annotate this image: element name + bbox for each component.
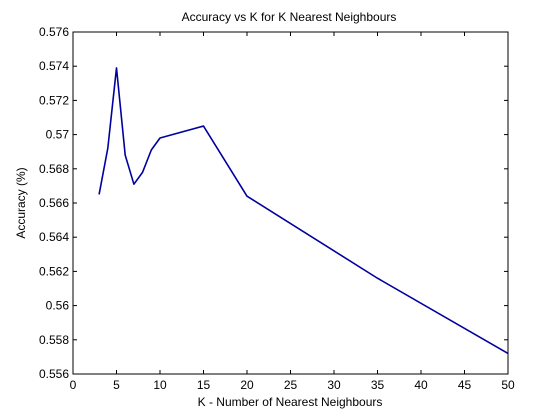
y-tick-label: 0.562 bbox=[39, 264, 69, 278]
accuracy-series-line bbox=[98, 67, 509, 355]
x-tick-label: 5 bbox=[113, 378, 120, 392]
x-tick-label: 0 bbox=[70, 378, 77, 392]
y-tick-label: 0.556 bbox=[39, 367, 69, 381]
y-axis-tick-labels: 0.556 0.558 0.56 0.562 0.564 0.566 0.568 0.57 0.… bbox=[39, 25, 69, 381]
x-tick-label: 20 bbox=[240, 378, 254, 392]
x-tick-label: 35 bbox=[371, 378, 385, 392]
x-tick-label: 45 bbox=[458, 378, 472, 392]
plot-frame bbox=[72, 31, 509, 375]
x-tick-label: 25 bbox=[284, 378, 298, 392]
y-tick-label: 0.558 bbox=[39, 333, 69, 347]
y-tick-label: 0.572 bbox=[39, 93, 69, 107]
x-tick-label: 40 bbox=[414, 378, 428, 392]
y-tick-label: 0.57 bbox=[46, 128, 70, 142]
x-axis-tick-labels: 0 5 10 15 20 25 30 35 40 45 50 bbox=[70, 378, 515, 392]
x-axis-ticks bbox=[72, 32, 509, 374]
y-axis-ticks bbox=[73, 31, 508, 375]
x-tick-label: 30 bbox=[327, 378, 341, 392]
y-tick-label: 0.56 bbox=[46, 299, 70, 313]
x-axis-label: K - Number of Nearest Neighbours bbox=[198, 395, 383, 409]
y-tick-label: 0.566 bbox=[39, 196, 69, 210]
y-tick-label: 0.564 bbox=[39, 230, 69, 244]
y-axis-label: Accuracy (%) bbox=[14, 167, 28, 238]
x-tick-label: 50 bbox=[501, 378, 515, 392]
y-tick-label: 0.576 bbox=[39, 25, 69, 39]
y-tick-label: 0.574 bbox=[39, 59, 69, 73]
x-tick-label: 10 bbox=[153, 378, 167, 392]
x-tick-label: 15 bbox=[197, 378, 211, 392]
chart-title: Accuracy vs K for K Nearest Neighbours bbox=[182, 10, 397, 24]
y-tick-label: 0.568 bbox=[39, 162, 69, 176]
